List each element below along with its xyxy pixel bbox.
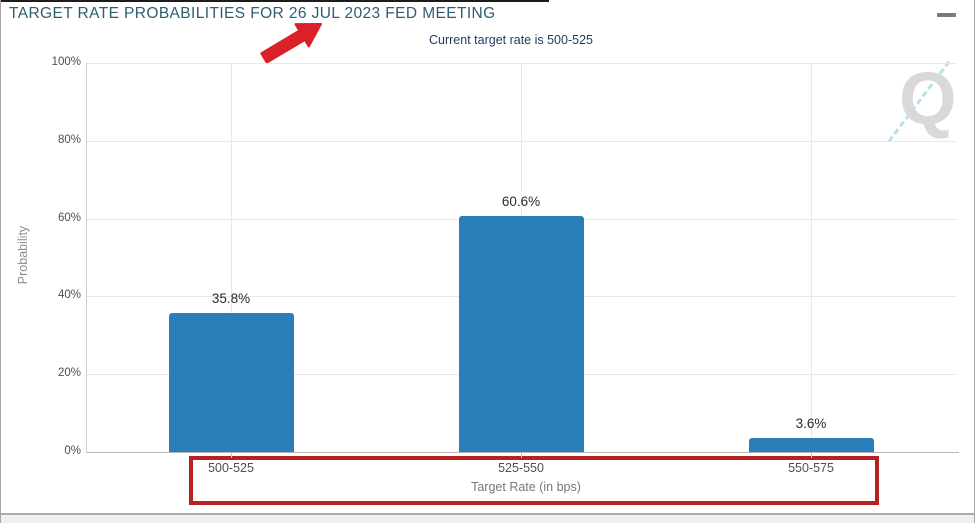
y-axis-title: Probability [16, 225, 30, 285]
footer-divider [1, 513, 974, 515]
y-axis-line [86, 63, 87, 452]
top-border-line [1, 0, 549, 2]
y-axis-tick-label: 40% [57, 289, 81, 302]
x-axis-tick-label: 525-550 [498, 461, 544, 475]
watermark-q-logo: Q [899, 57, 957, 140]
vertical-gridline [231, 63, 232, 452]
y-axis-tick-label: 60% [57, 211, 81, 224]
probability-bar [458, 216, 584, 452]
arrow-shape [260, 23, 322, 64]
footer-strip [1, 515, 974, 523]
vertical-gridline [811, 63, 812, 452]
x-axis-tick-mark [231, 453, 232, 458]
x-axis-tick-mark [521, 453, 522, 458]
horizontal-gridline [86, 63, 956, 64]
bar-value-label: 60.6% [501, 194, 541, 210]
probability-bar [748, 437, 874, 452]
x-axis-tick-mark [811, 453, 812, 458]
chart-menu-button[interactable] [937, 13, 957, 31]
horizontal-gridline [86, 140, 956, 142]
bar-value-label: 3.6% [795, 415, 827, 431]
probability-bar [168, 312, 294, 452]
x-axis-tick-label: 500-525 [208, 461, 254, 475]
y-axis-tick-label: 80% [57, 133, 81, 146]
bar-value-label: 35.8% [211, 290, 251, 306]
x-axis-tick-label: 550-575 [788, 461, 834, 475]
y-axis-tick-label: 0% [64, 445, 81, 457]
x-axis-title: Target Rate (in bps) [471, 480, 581, 494]
y-axis-tick-label: 20% [57, 367, 81, 380]
x-axis-line [86, 452, 959, 453]
chart-subtitle: Current target rate is 500-525 [429, 33, 593, 47]
chart-title: TARGET RATE PROBABILITIES FOR 26 JUL 202… [9, 5, 496, 22]
y-axis-tick-label: 100% [51, 56, 81, 68]
